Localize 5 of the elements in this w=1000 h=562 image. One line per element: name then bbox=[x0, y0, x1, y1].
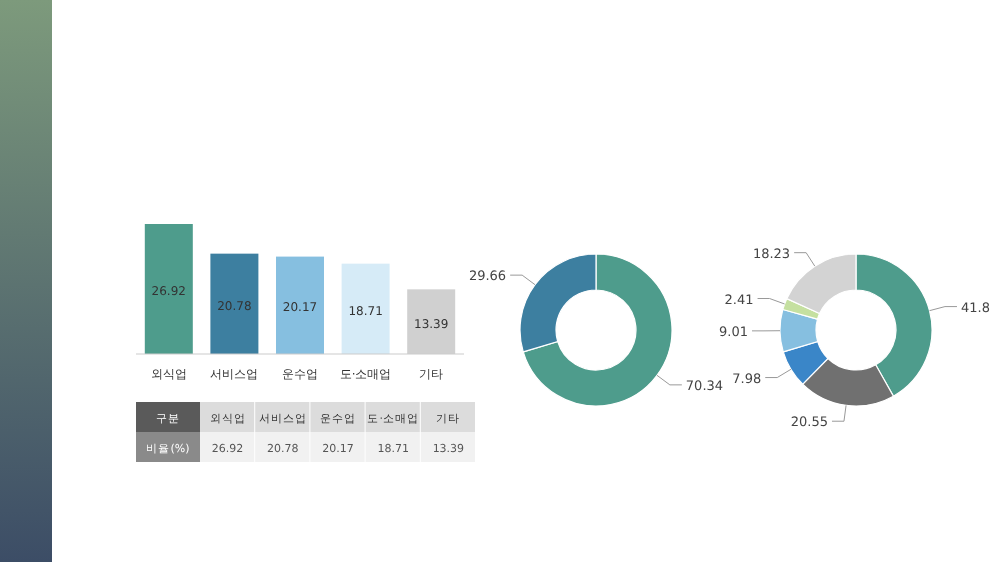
donut-slice bbox=[522, 253, 673, 407]
bar bbox=[341, 263, 390, 354]
bar bbox=[144, 224, 193, 354]
bar bbox=[210, 253, 259, 354]
bar bbox=[276, 256, 324, 354]
